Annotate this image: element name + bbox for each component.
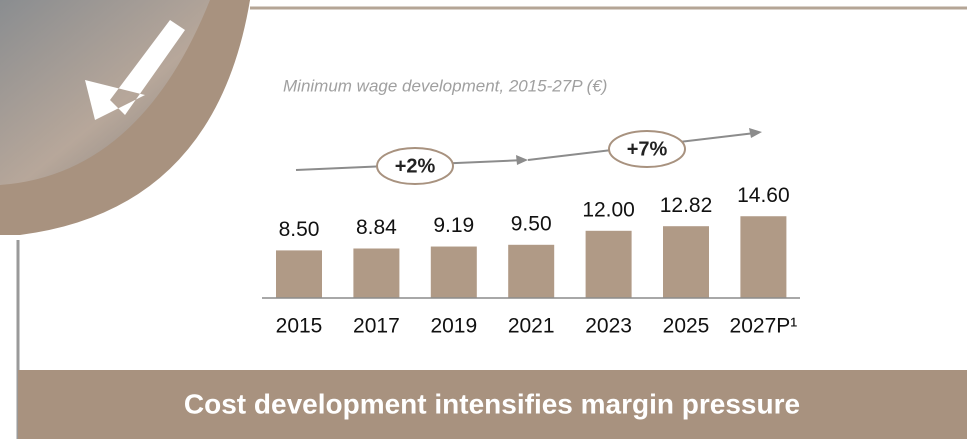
bar [430,246,477,298]
arrow-head [516,155,528,165]
growth-oval [376,147,454,185]
arrow-head [749,128,762,138]
x-tick-label: 2027P¹ [730,315,798,338]
chart-title: Minimum wage development, 2015-27P (€) [283,76,607,95]
x-tick-label: 2023 [585,315,632,338]
bar [353,248,400,298]
bar [740,216,787,298]
value-label: 9.19 [433,214,474,237]
bar [663,226,709,298]
growth-label: +7% [627,138,668,160]
plot: 8.50 2015 8.84 2017 9.19 2019 9.50 2021 12.00 202… [276,184,798,338]
value-label: 14.60 [737,184,790,207]
bar [276,250,322,298]
value-label: 8.84 [356,216,397,239]
curved-arrow-head [85,20,185,120]
curved-band [0,0,250,235]
bar [585,230,632,298]
banner-text: Cost development intensifies margin pres… [184,388,800,419]
x-tick-label: 2019 [430,315,477,338]
x-tick-label: 2015 [276,315,323,338]
banner [18,370,967,439]
value-label: 8.50 [279,218,320,241]
x-tick-label: 2021 [508,315,555,338]
value-label: 9.50 [511,212,552,235]
value-label: 12.82 [660,194,713,217]
x-tick-label: 2017 [353,315,400,338]
growth-label: +2% [395,155,436,177]
x-tick-label: 2025 [663,315,710,338]
value-label: 12.00 [582,198,635,221]
bar [508,244,555,298]
growth-oval [608,130,686,168]
